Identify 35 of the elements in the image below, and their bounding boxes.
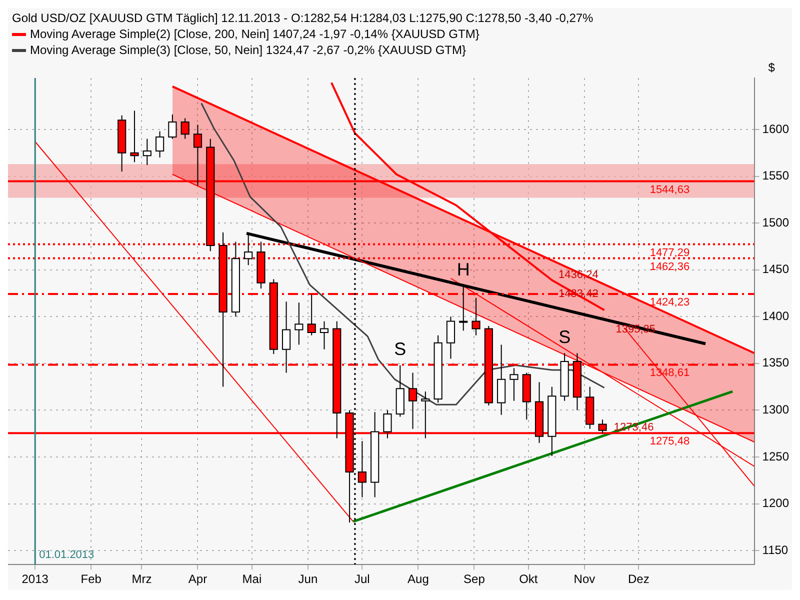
y-tick-label: 1250: [762, 449, 790, 464]
x-tick-label: 2013: [22, 572, 49, 586]
y-tick-label: 1600: [762, 122, 790, 136]
x-tick-label: Jul: [354, 572, 370, 586]
y-tick-label: 1400: [762, 308, 790, 323]
y-tick-label: 1500: [762, 215, 790, 230]
x-tick-label: Mai: [242, 572, 262, 586]
ref-line-label: 1424,23: [650, 296, 690, 308]
y-tick-label: 1450: [762, 262, 790, 276]
legend-label: Moving Average Simple(3) [Close, 50, Nein] 1324,47 -2,67 -0,2% {XAUUSD GTM}: [30, 42, 466, 58]
y-tick-label: 1300: [762, 402, 790, 417]
x-tick-label: Okt: [519, 572, 538, 586]
y-tick-label: 1150: [762, 542, 788, 557]
y-tick-label: 1200: [762, 496, 790, 510]
y-axis-title: $: [768, 60, 776, 74]
x-tick-label: Aug: [408, 572, 429, 586]
chart-title: Gold USD/OZ [XAUUSD GTM Täglich] 12.11.2013 - O:1282,54 H:1284,03 L:1275,90 C:1278,50 -3,40 -0,27%: [12, 10, 594, 26]
x-tick-label: Feb: [80, 572, 102, 586]
annotation: S: [558, 327, 571, 348]
annotation: S: [394, 339, 406, 360]
x-tick-label: Apr: [188, 572, 208, 586]
annotation: H: [456, 260, 470, 280]
ref-line-label: 01.01.2013: [39, 549, 94, 562]
x-tick-label: Mrz: [132, 572, 152, 586]
x-tick-label: Dez: [628, 572, 650, 586]
ref-line-label: 1462,36: [650, 260, 690, 273]
x-tick-label: Sep: [464, 572, 486, 586]
legend-label: Moving Average Simple(2) [Close, 200, Nein] 1407,24 -1,97 -0,14% {XAUUSD GTM}: [30, 26, 480, 42]
y-tick-label: 1550: [762, 168, 790, 183]
ref-line-label: 1275,48: [650, 436, 690, 448]
x-tick-label: Jun: [298, 572, 318, 586]
ref-line-label: 1477,29: [650, 246, 690, 259]
y-tick-label: 1350: [762, 356, 790, 370]
x-tick-label: Nov: [574, 572, 596, 586]
ref-line-label: 1544,63: [650, 184, 690, 196]
